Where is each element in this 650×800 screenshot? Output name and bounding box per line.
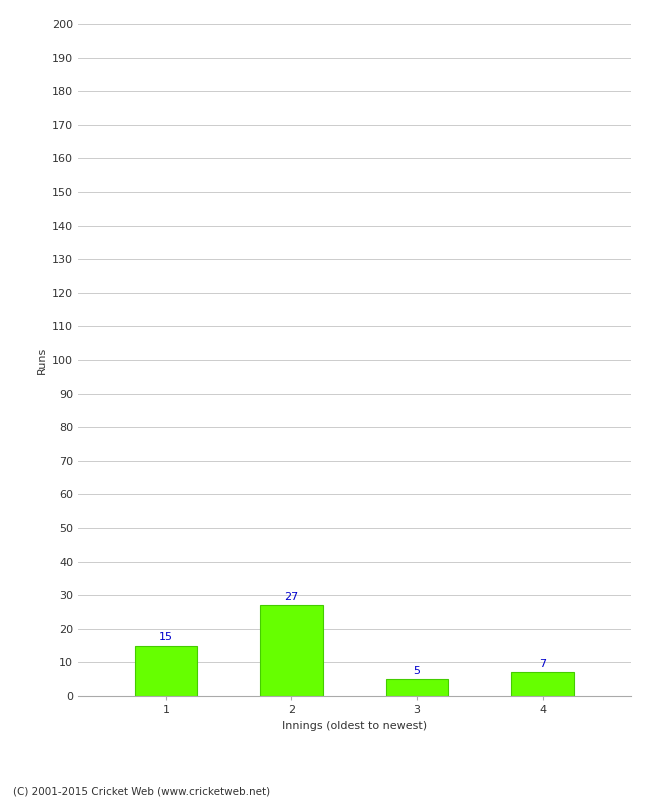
Text: 15: 15 (159, 632, 173, 642)
Text: 5: 5 (413, 666, 421, 676)
Text: 27: 27 (284, 592, 298, 602)
X-axis label: Innings (oldest to newest): Innings (oldest to newest) (281, 721, 427, 730)
Bar (511, 673, 574, 696)
Bar (135, 646, 198, 696)
Bar (260, 606, 323, 696)
Text: (C) 2001-2015 Cricket Web (www.cricketweb.net): (C) 2001-2015 Cricket Web (www.cricketwe… (13, 786, 270, 796)
Y-axis label: Runs: Runs (36, 346, 46, 374)
Bar (385, 679, 448, 696)
Text: 7: 7 (539, 659, 546, 669)
